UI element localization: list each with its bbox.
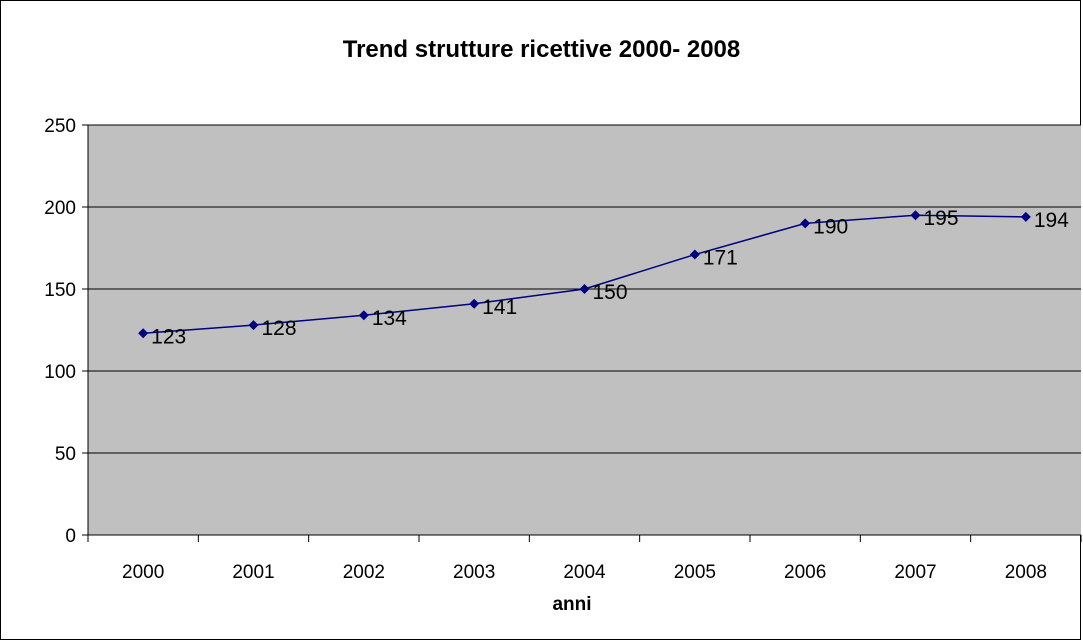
x-tick-label: 2006 [784,562,826,583]
data-label: 134 [372,307,407,330]
x-tick-label: 2000 [122,562,164,583]
data-label: 194 [1034,209,1069,232]
data-label: 150 [593,281,628,304]
data-label: 190 [813,215,848,238]
data-label: 128 [262,317,297,340]
plot-area [88,125,1081,535]
y-tick-label: 50 [55,444,76,465]
x-tick-label: 2005 [674,562,716,583]
data-point [469,298,480,309]
data-point [910,210,921,221]
x-tick-label: 2007 [894,562,936,583]
data-point [358,310,369,321]
data-label: 171 [703,247,738,270]
x-axis-label: anni [552,594,592,615]
x-tick-label: 2004 [563,562,606,583]
data-point [138,328,149,339]
y-tick-label: 250 [44,116,76,137]
data-label: 195 [924,207,959,230]
chart-title: Trend strutture ricettive 2000- 2008 [342,36,741,63]
x-tick-label: 2008 [1005,562,1047,583]
data-label: 141 [482,296,517,319]
data-point [248,320,259,331]
data-point [1020,211,1031,222]
data-point [579,284,590,294]
y-tick-label: 100 [44,362,76,383]
y-tick-label: 150 [44,280,76,301]
y-tick-label: 200 [44,198,76,219]
data-label: 123 [151,325,186,348]
data-point [800,218,811,229]
x-tick-label: 2001 [232,562,274,583]
data-point [689,249,700,260]
x-tick-label: 2003 [453,562,495,583]
y-tick-label: 0 [65,526,76,547]
x-tick-label: 2002 [343,562,385,583]
